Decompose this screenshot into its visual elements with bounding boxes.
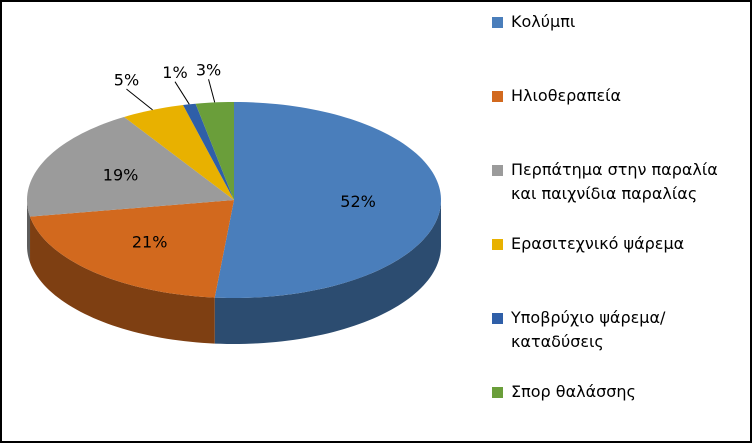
- legend-item: Ηλιοθεραπεία: [492, 84, 722, 108]
- legend-label: Υποβρύχιο ψάρεμα/καταδύσεις: [511, 308, 666, 351]
- data-label: 5%: [114, 71, 139, 90]
- pie-tops: [27, 102, 441, 298]
- legend-swatch: [492, 17, 503, 28]
- legend-label: Σπορ θαλάσσης: [511, 382, 636, 401]
- leader-line: [208, 79, 216, 103]
- legend-item: Σπορ θαλάσσης: [492, 380, 722, 404]
- legend-label: Ηλιοθεραπεία: [511, 86, 622, 105]
- legend-label: Ερασιτεχνικό ψάρεμα: [511, 234, 685, 253]
- leader-line: [174, 81, 190, 105]
- legend-label: Κολύμπι: [511, 12, 576, 31]
- pie-slice: [27, 116, 234, 217]
- pie-sides: [27, 200, 441, 344]
- pie-slice: [214, 102, 441, 298]
- data-label: 52%: [340, 192, 376, 211]
- pie-slice-side: [214, 200, 441, 344]
- data-label: 1%: [162, 63, 187, 82]
- pie-slice: [195, 102, 234, 200]
- data-label: 19%: [103, 166, 139, 185]
- pie-slice-side: [27, 200, 31, 263]
- legend-swatch: [492, 91, 503, 102]
- pie-slice: [183, 103, 234, 200]
- legend-label: Περπάτημα στην παραλία και παιχνίδια παρ…: [511, 160, 718, 203]
- legend-item: Περπάτημα στην παραλία και παιχνίδια παρ…: [492, 158, 722, 206]
- legend-item: Υποβρύχιο ψάρεμα/καταδύσεις: [492, 306, 722, 354]
- legend-swatch: [492, 165, 503, 176]
- pie-slice: [124, 105, 234, 200]
- legend-swatch: [492, 239, 503, 250]
- legend-swatch: [492, 313, 503, 324]
- pie-slice-side: [30, 216, 215, 344]
- pie-slice: [30, 200, 234, 298]
- legend-swatch: [492, 387, 503, 398]
- pie-labels: 52% 21% 19% 5% 1% 3%: [103, 61, 376, 252]
- data-label: 21%: [132, 233, 168, 252]
- leader-line: [126, 88, 153, 111]
- data-label: 3%: [196, 61, 221, 80]
- legend-item: Ερασιτεχνικό ψάρεμα: [492, 232, 722, 256]
- legend-item: Κολύμπι: [492, 10, 722, 34]
